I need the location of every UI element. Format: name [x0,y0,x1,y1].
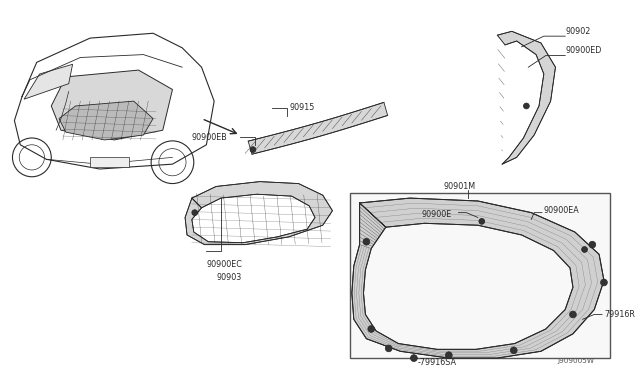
Polygon shape [352,198,604,358]
Polygon shape [248,102,388,154]
Circle shape [600,279,607,286]
Bar [350,193,610,358]
Polygon shape [24,64,72,99]
Text: J909005W: J909005W [557,358,595,364]
Polygon shape [59,101,153,140]
Circle shape [192,210,198,215]
Circle shape [479,218,484,224]
Circle shape [368,326,374,333]
Circle shape [445,352,452,359]
Text: -79916SA: -79916SA [418,359,457,368]
Circle shape [250,147,256,153]
Polygon shape [185,182,332,245]
Text: 90902: 90902 [565,27,591,36]
Text: 90901M: 90901M [444,182,476,191]
Circle shape [582,247,588,252]
Circle shape [363,238,370,245]
Text: 90903: 90903 [216,273,241,282]
Circle shape [410,355,417,362]
Bar [90,157,129,167]
Circle shape [570,311,576,318]
Text: 90900EB: 90900EB [192,132,228,141]
Text: 90900ED: 90900ED [565,46,602,55]
Text: 79916R: 79916R [604,310,635,319]
Text: 90915: 90915 [290,103,315,112]
Circle shape [589,241,596,248]
Circle shape [385,345,392,352]
Polygon shape [51,70,172,140]
Circle shape [510,347,517,354]
Text: 90900EA: 90900EA [544,206,580,215]
Circle shape [524,103,529,109]
Text: 90900EC: 90900EC [207,260,243,269]
Polygon shape [497,31,556,164]
Text: 90900E: 90900E [422,210,452,219]
